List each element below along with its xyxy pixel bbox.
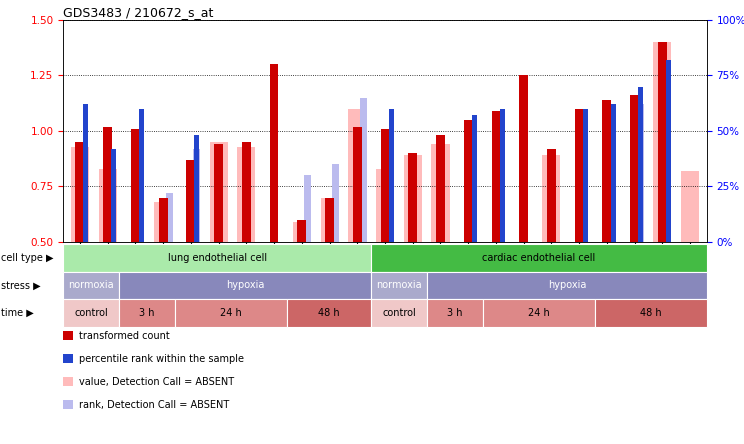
Bar [404,155,422,242]
Bar [583,109,588,242]
Text: GDS3483 / 210672_s_at: GDS3483 / 210672_s_at [63,6,214,19]
Text: stress ▶: stress ▶ [1,281,41,290]
Text: hypoxia: hypoxia [548,281,586,290]
Bar [298,220,307,242]
Bar [139,109,144,242]
Bar [464,120,472,242]
Bar [542,155,560,242]
Bar [103,127,112,242]
Bar [492,111,501,242]
Bar [603,100,612,242]
Bar [653,42,671,242]
Text: 24 h: 24 h [528,308,550,318]
Bar [575,109,583,242]
Bar [638,87,644,242]
Text: control: control [382,308,416,318]
Bar [547,149,556,242]
Bar [187,160,195,242]
Text: cell type ▶: cell type ▶ [1,253,54,263]
Bar [332,164,339,242]
Text: 3 h: 3 h [139,308,155,318]
Text: 48 h: 48 h [640,308,661,318]
Text: 3 h: 3 h [447,308,463,318]
Text: 24 h: 24 h [220,308,242,318]
Text: 48 h: 48 h [318,308,340,318]
Bar [75,142,84,242]
Bar [99,169,117,242]
Text: lung endothelial cell: lung endothelial cell [167,253,266,263]
Bar [519,75,528,242]
Text: cardiac endothelial cell: cardiac endothelial cell [482,253,595,263]
Bar [158,198,167,242]
Bar [499,109,504,242]
Bar [360,98,367,242]
Text: time ▶: time ▶ [1,308,34,318]
Bar [682,171,699,242]
Bar [432,144,449,242]
Bar [376,169,394,242]
Bar [214,144,223,242]
Bar [293,222,311,242]
Text: hypoxia: hypoxia [226,281,264,290]
Bar [166,193,173,242]
Bar [325,198,334,242]
Text: transformed count: transformed count [79,331,170,341]
Text: normoxia: normoxia [68,281,114,290]
Bar [154,202,172,242]
Bar [353,127,362,242]
Bar [388,109,394,242]
Bar [237,147,255,242]
Bar [242,142,251,242]
Bar [436,135,445,242]
Bar [83,104,89,242]
Bar [304,175,312,242]
Bar [131,129,140,242]
Bar [638,104,644,242]
Text: percentile rank within the sample: percentile rank within the sample [79,354,244,364]
Bar [194,135,199,242]
Bar [666,60,671,242]
Bar [193,149,200,242]
Bar [269,64,278,242]
Text: value, Detection Call = ABSENT: value, Detection Call = ABSENT [79,377,234,387]
Bar [408,153,417,242]
Text: control: control [74,308,108,318]
Bar [71,147,89,242]
Bar [321,198,339,242]
Bar [611,104,615,242]
Text: normoxia: normoxia [376,281,422,290]
Bar [210,142,228,242]
Bar [348,109,366,242]
Bar [381,129,389,242]
Bar [658,42,667,242]
Bar [472,115,477,242]
Bar [630,95,639,242]
Text: rank, Detection Call = ABSENT: rank, Detection Call = ABSENT [79,400,229,410]
Bar [112,149,116,242]
